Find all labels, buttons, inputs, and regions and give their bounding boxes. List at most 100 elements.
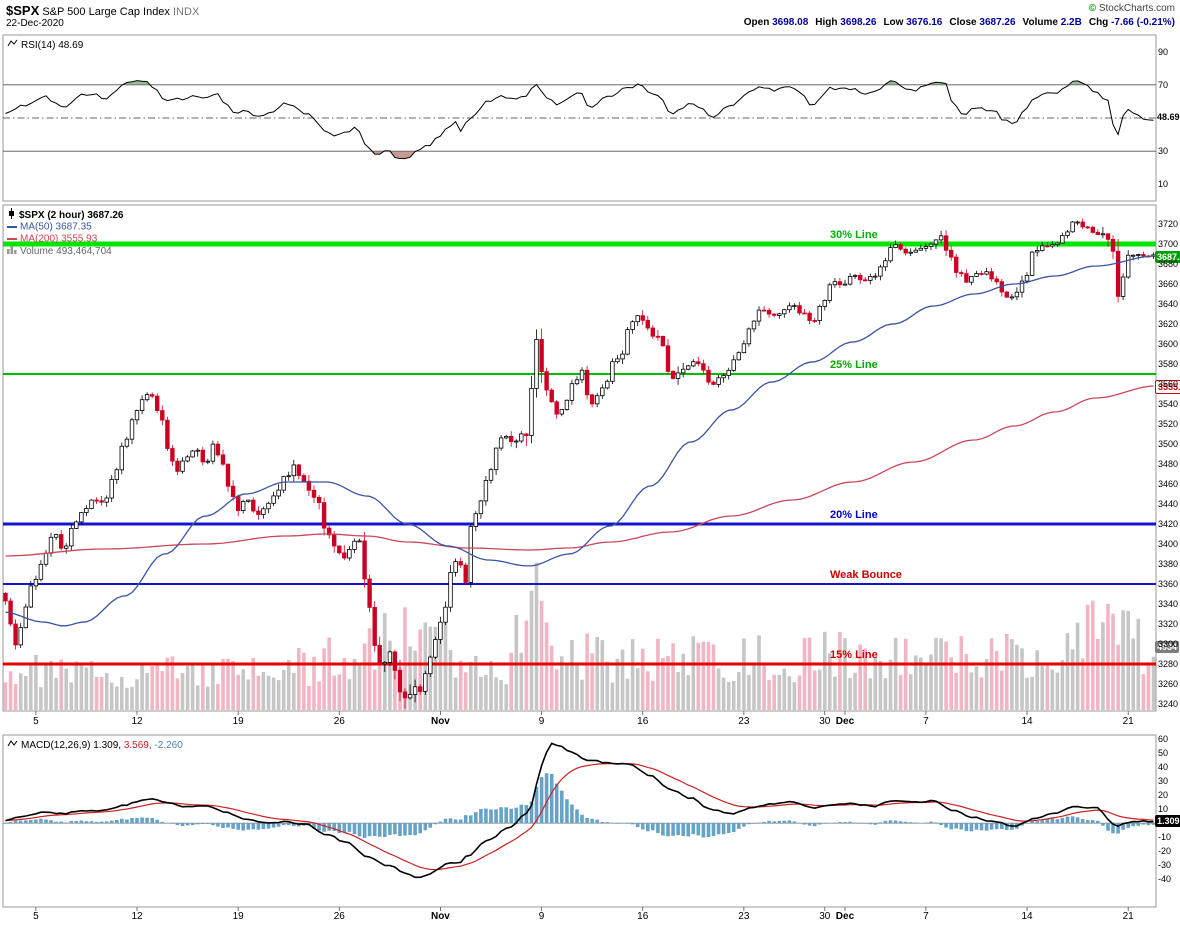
price-y-tick-label: 3240 bbox=[1158, 699, 1179, 709]
volume-legend: Volume 493,464,704 bbox=[7, 245, 112, 258]
x-axis-label-macd: 21 bbox=[1122, 911, 1134, 922]
macd-y-tick-label: 10 bbox=[1158, 804, 1169, 815]
chart-title: $SPX S&P 500 Large Cap Index INDX bbox=[6, 3, 199, 18]
volume-layer bbox=[3, 562, 1156, 710]
rsi-y-tick-label: 10 bbox=[1158, 179, 1169, 190]
x-axis-label: 23 bbox=[738, 716, 750, 727]
x-axis-label-macd: Nov bbox=[430, 911, 450, 922]
x-axis-label: 12 bbox=[131, 716, 143, 727]
price-y-tick-label: 3660 bbox=[1158, 279, 1179, 289]
x-axis-label-macd: 30 bbox=[819, 911, 831, 922]
macd-y-tick-label: -40 bbox=[1158, 874, 1172, 885]
moving-averages-layer bbox=[5, 255, 1154, 627]
annotation-label: 15% Line bbox=[830, 649, 878, 661]
macd-legend-prefix: MACD(12,26,9) bbox=[21, 740, 94, 752]
quote-value: 3676.16 bbox=[903, 17, 943, 28]
price-legend: $SPX (2 hour) 3687.26 bbox=[7, 208, 124, 223]
x-axis-label: 5 bbox=[33, 716, 39, 727]
quote-value: 2.2B bbox=[1057, 17, 1082, 28]
macd-y-tick-label: 30 bbox=[1158, 776, 1169, 787]
macd-zigzag-icon bbox=[7, 739, 18, 752]
macd-y-tick-label: 60 bbox=[1158, 734, 1169, 745]
macd-y-tick-label: 50 bbox=[1158, 748, 1169, 759]
annotation-label: 25% Line bbox=[830, 359, 878, 371]
x-axis-label-macd: 5 bbox=[33, 911, 39, 922]
price-y-tick-label: 3300 bbox=[1158, 639, 1179, 649]
ma200-legend: MA(200) 3555.93 bbox=[7, 233, 97, 246]
x-axis-label-macd: 9 bbox=[538, 911, 545, 922]
quote-label: Chg bbox=[1088, 17, 1109, 28]
symbol-label: $SPX bbox=[6, 3, 40, 18]
rsi-y-tick-label: 70 bbox=[1158, 79, 1169, 90]
price-y-tick-label: 3340 bbox=[1158, 599, 1179, 609]
x-axis-label-macd: 19 bbox=[232, 911, 244, 922]
rsi-last-value: 48.69 bbox=[1157, 112, 1180, 122]
rsi-y-tick-label: 90 bbox=[1158, 46, 1169, 57]
quote-bar: Open 3698.08 High 3698.26 Low 3676.16 Close… bbox=[737, 17, 1175, 28]
ma50-legend: MA(50) 3687.35 bbox=[7, 221, 92, 234]
ma50-line-icon bbox=[7, 221, 17, 233]
quote-label: Low bbox=[883, 17, 904, 28]
last-price-badge: 3687.26 bbox=[1155, 251, 1180, 263]
x-axis-label: 26 bbox=[333, 716, 345, 727]
macd-legend: MACD(12,26,9) 1.309, 3.569, -2.260 bbox=[7, 739, 183, 752]
macd-hist-value: -2.260 bbox=[151, 740, 183, 752]
volume-legend-label: Volume 493,464,704 bbox=[20, 246, 112, 258]
rsi-legend-label: RSI(14) 48.69 bbox=[21, 40, 84, 52]
x-axis-label: Nov bbox=[430, 716, 450, 727]
price-y-tick-label: 3720 bbox=[1158, 219, 1179, 229]
quote-label: Close bbox=[949, 17, 977, 28]
rsi-zigzag-icon bbox=[7, 39, 18, 52]
price-y-tick-label: 3540 bbox=[1158, 399, 1179, 409]
x-axis-label-macd: Dec bbox=[835, 911, 855, 922]
price-y-tick-label: 3480 bbox=[1158, 459, 1179, 469]
rsi-legend: RSI(14) 48.69 bbox=[7, 39, 83, 52]
macd-value: 1.309, bbox=[93, 740, 122, 752]
x-axis-label: 14 bbox=[1021, 716, 1033, 727]
ma200-badge: 3555.93 bbox=[1155, 380, 1180, 394]
quote-label: High bbox=[815, 17, 838, 28]
ma200-legend-label: MA(200) 3555.93 bbox=[20, 233, 98, 245]
price-legend-label: $SPX (2 hour) 3687.26 bbox=[19, 210, 124, 222]
annotation-label: Weak Bounce bbox=[830, 569, 902, 581]
price-y-tick-label: 3560 bbox=[1158, 379, 1179, 389]
price-y-tick-label: 3640 bbox=[1158, 299, 1179, 309]
price-y-tick-label: 3420 bbox=[1158, 519, 1179, 529]
rsi-y-tick-label: 30 bbox=[1158, 146, 1169, 157]
macd-y-tick-label: -10 bbox=[1158, 832, 1172, 843]
copyright-mark: © bbox=[1088, 3, 1097, 14]
macd-y-tick-label: 20 bbox=[1158, 790, 1169, 801]
macd-badge: 1.309 bbox=[1155, 815, 1180, 828]
candles-layer bbox=[3, 218, 1156, 709]
x-axis-label-macd: 12 bbox=[131, 911, 143, 922]
macd-y-tick-label: -20 bbox=[1158, 846, 1172, 857]
annotation-labels-layer: 30% Line 25% Line 20% Line Weak Bounce 15% L… bbox=[830, 229, 902, 661]
annotation-lines-layer bbox=[3, 241, 1156, 666]
price-y-tick-label: 3320 bbox=[1158, 619, 1179, 629]
price-y-tick-label: 3460 bbox=[1158, 479, 1179, 489]
x-axis-label: 9 bbox=[538, 716, 545, 727]
price-y-tick-label: 3680 bbox=[1158, 259, 1179, 269]
ma200-line-icon bbox=[7, 233, 17, 245]
volume-badge: 4934 bbox=[1155, 641, 1180, 653]
x-axis-label-macd: 26 bbox=[333, 911, 345, 922]
macd-y-tick-label: 40 bbox=[1158, 762, 1169, 773]
quote-label: Volume bbox=[1022, 17, 1058, 28]
x-axis-label: 19 bbox=[232, 716, 244, 727]
copyright: © StockCharts.com bbox=[1089, 3, 1175, 14]
x-axis-ticks bbox=[35, 711, 1129, 911]
quote-value: 3698.26 bbox=[837, 17, 877, 28]
chart-date: 22-Dec-2020 bbox=[6, 18, 64, 29]
annotation-label: 30% Line bbox=[830, 229, 878, 241]
price-y-tick-label: 3600 bbox=[1158, 339, 1179, 349]
price-y-tick-label: 3700 bbox=[1158, 239, 1179, 249]
copyright-text: StockCharts.com bbox=[1096, 3, 1175, 14]
quote-value: 3698.08 bbox=[769, 17, 809, 28]
price-y-tick-label: 3520 bbox=[1158, 419, 1179, 429]
x-axis-label: 30 bbox=[819, 716, 831, 727]
price-y-tick-label: 3260 bbox=[1158, 679, 1179, 689]
exchange-label: INDX bbox=[173, 6, 200, 18]
price-y-tick-label: 3400 bbox=[1158, 539, 1179, 549]
price-y-tick-label: 3580 bbox=[1158, 359, 1179, 369]
